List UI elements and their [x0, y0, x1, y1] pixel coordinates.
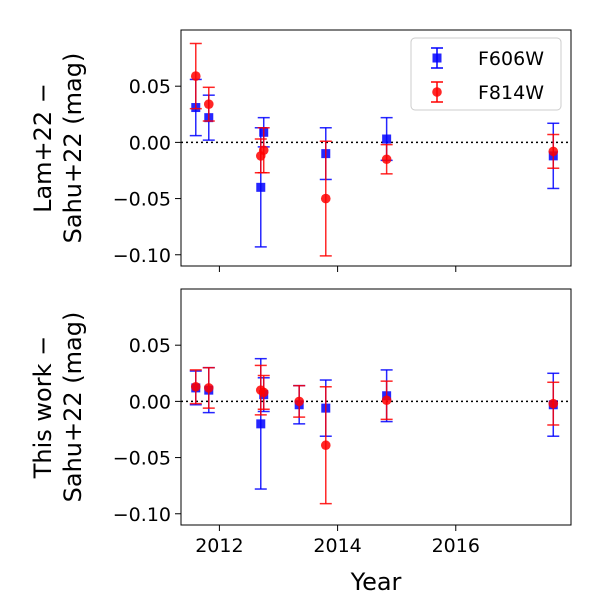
legend: F606W F814W	[410, 37, 562, 111]
circle-marker	[203, 99, 214, 109]
bottom-xtick-label-2: 2016	[432, 535, 480, 557]
square-marker	[256, 182, 266, 192]
circle-marker	[294, 396, 304, 407]
x-axis-title: Year	[350, 568, 402, 596]
bottom-panel: 0.05 0.00 −0.05 −0.10 2012 2014 2016 This work…	[29, 288, 572, 596]
square-marker	[256, 419, 266, 429]
bottom-xtick-label-1: 2014	[313, 535, 361, 557]
top-axes-frame	[180, 29, 572, 267]
circle-marker	[381, 154, 392, 165]
top-f814w-point-3	[257, 127, 270, 174]
top-f814w-point-2	[254, 138, 267, 174]
bottom-xtick-label-0: 2012	[195, 535, 243, 557]
top-f814w-point-0	[189, 42, 202, 110]
bottom-f814w-point-4	[293, 384, 306, 418]
circle-marker	[548, 398, 559, 409]
bottom-f814w-point-1	[202, 366, 215, 409]
bottom-f814w-point-7	[547, 381, 560, 426]
bottom-ylabel-line1: This work −	[29, 336, 57, 480]
legend-entry-f606w: F606W	[431, 47, 544, 70]
circle-marker	[258, 387, 269, 398]
top-f814w-point-5	[380, 143, 393, 175]
bottom-ytick-label-1: 0.00	[129, 391, 171, 413]
circle-marker	[203, 383, 214, 393]
top-ytick-label-0: 0.05	[129, 76, 171, 98]
bottom-f814w-point-0	[189, 369, 202, 405]
bottom-ytick-label-3: −0.10	[113, 504, 171, 526]
top-f814w-point-1	[202, 86, 215, 122]
bottom-ylabel-line2: Sahu+22 (mag)	[59, 312, 87, 503]
circle-marker	[320, 193, 331, 204]
square-marker	[382, 134, 392, 144]
circle-marker	[381, 395, 392, 406]
top-ytick-label-3: −0.10	[113, 245, 171, 267]
top-f814w-point-6	[547, 133, 560, 169]
bottom-f814w-point-5	[319, 386, 332, 505]
bottom-ytick-label-0: 0.05	[129, 335, 171, 357]
bottom-f814w-point-6	[380, 380, 393, 421]
circle-marker	[190, 71, 201, 81]
legend-label-f814w: F814W	[478, 82, 544, 104]
circle-marker	[258, 145, 269, 156]
circle-marker	[190, 381, 201, 392]
top-f814w-point-4	[319, 140, 332, 257]
legend-square-marker	[432, 53, 442, 63]
top-panel: 0.05 0.00 −0.05 −0.10 Lam+22 − Sahu+22 (mag…	[29, 29, 572, 272]
circle-marker	[320, 440, 331, 451]
legend-entry-f814w: F814W	[431, 81, 544, 104]
legend-box	[410, 37, 562, 111]
circle-marker	[548, 146, 559, 157]
top-ytick-label-1: 0.00	[129, 132, 171, 154]
top-ylabel-line2: Sahu+22 (mag)	[59, 53, 87, 244]
legend-label-f606w: F606W	[478, 48, 544, 70]
bottom-f814w-point-3	[257, 374, 270, 410]
bottom-axes-frame	[180, 288, 572, 526]
bottom-ytick-label-2: −0.05	[113, 448, 171, 470]
top-ytick-label-2: −0.05	[113, 189, 171, 211]
legend-circle-marker	[432, 87, 442, 97]
top-ylabel-line1: Lam+22 −	[29, 83, 57, 213]
